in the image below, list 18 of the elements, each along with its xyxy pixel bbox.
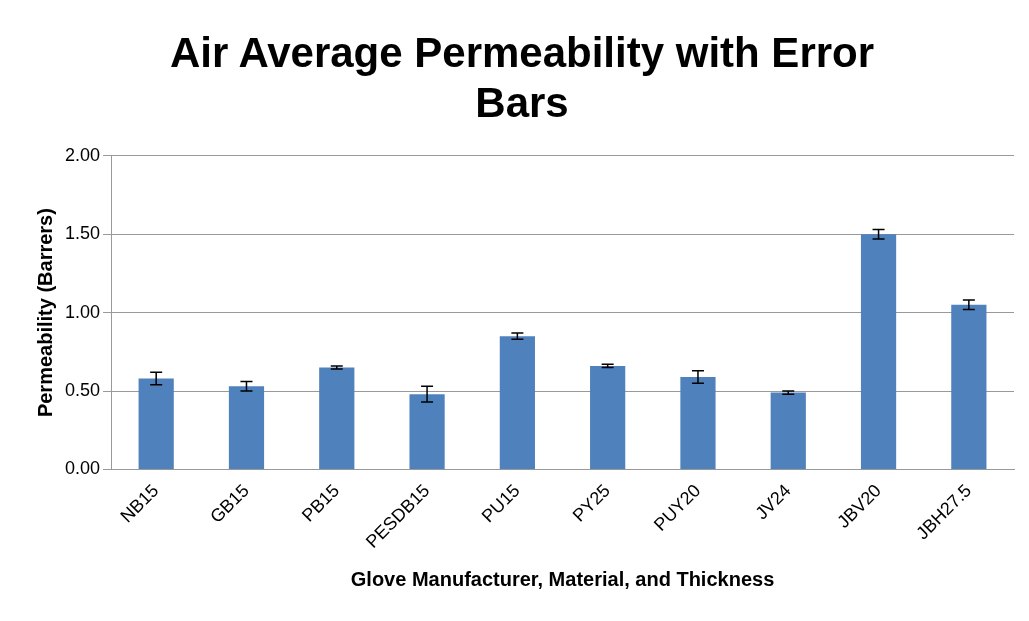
y-tick-label: 1.00 bbox=[64, 301, 101, 322]
bar bbox=[770, 392, 806, 469]
bar bbox=[680, 376, 716, 469]
bar bbox=[409, 394, 445, 469]
bar bbox=[228, 386, 265, 469]
y-tick-label: 0.50 bbox=[64, 379, 101, 400]
y-tick-label: 2.00 bbox=[64, 144, 101, 165]
y-tick-label: 1.50 bbox=[64, 223, 101, 244]
x-axis-title: Glove Manufacturer, Material, and Thickness bbox=[350, 567, 775, 590]
bar bbox=[590, 365, 626, 469]
y-axis-title: Permeability (Barrers) bbox=[33, 208, 56, 418]
bar bbox=[138, 378, 174, 469]
bar bbox=[319, 367, 355, 469]
bar bbox=[499, 336, 535, 469]
chart-title: Air Average Permeability with Error Bars bbox=[169, 28, 875, 127]
y-tick-label: 0.00 bbox=[64, 458, 101, 479]
bar bbox=[951, 304, 987, 469]
bar bbox=[860, 234, 897, 469]
